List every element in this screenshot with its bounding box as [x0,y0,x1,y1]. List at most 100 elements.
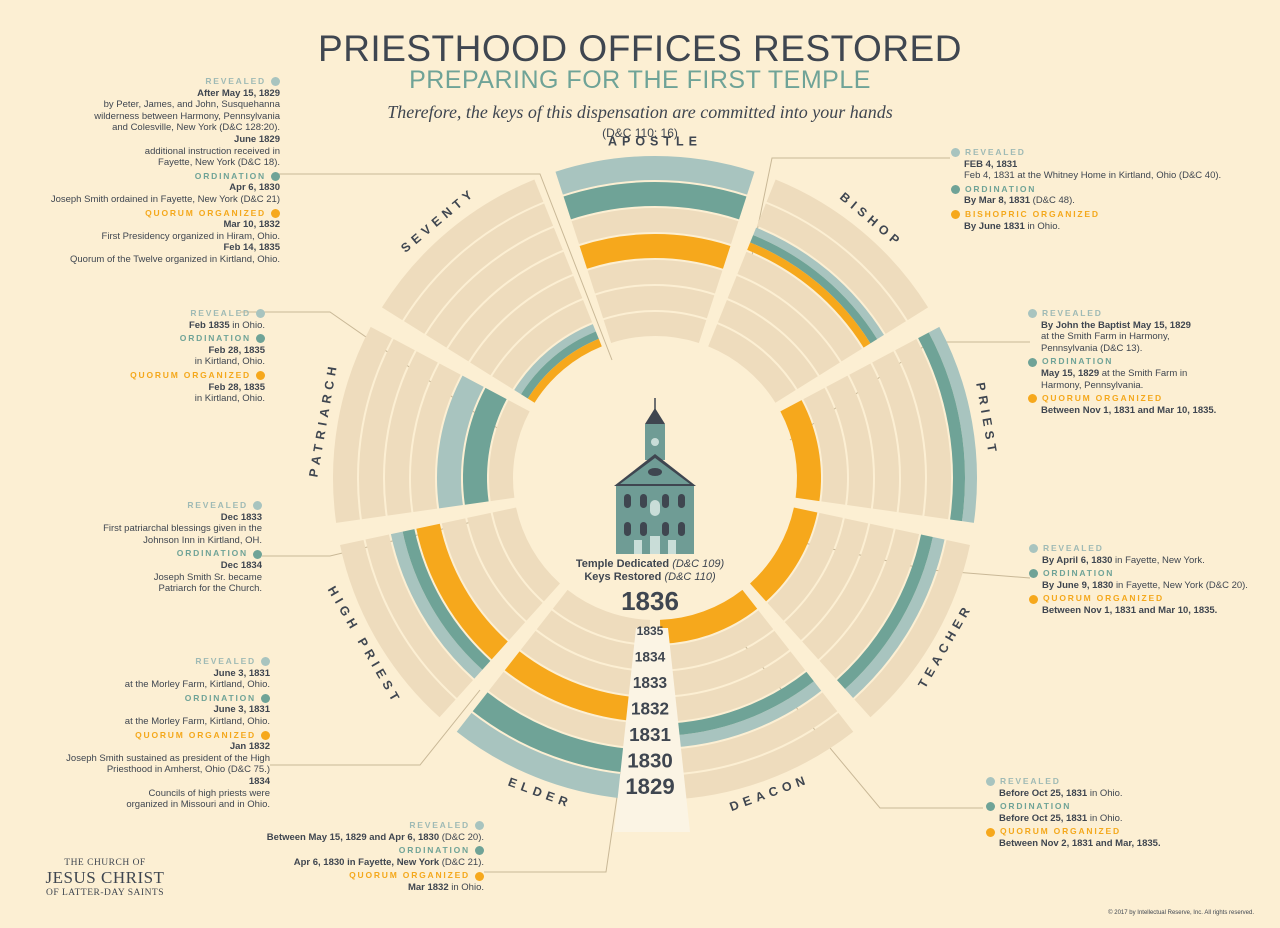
band-1829 [381,179,544,321]
revealed-heading: REVEALED [951,147,1251,159]
page-title: PRIESTHOOD OFFICES RESTORED [318,28,962,69]
seventy-ordination-text: in Kirtland, Ohio. [194,356,265,368]
apostle-revealed-text-2: additional instruction received in Fayet… [144,145,280,169]
high-priest-quorum-text-2: Councils of high priests were organized … [126,787,270,811]
quorum-dot-icon [951,210,960,220]
apostle-revealed-date-2: June 1829 [234,133,280,145]
ordination-dot-icon [986,802,995,812]
patriarch-ordination-text: Joseph Smith Sr. became Patriarch for th… [153,571,262,595]
high-priest-info-panel: REVEALED June 3, 1831 at the Morley Farm… [0,654,270,811]
band-1835 [492,507,560,602]
scripture-quote: Therefore, the keys of this dispensation… [387,102,893,122]
year-label-1832: 1832 [631,700,669,719]
band-revealed [514,324,596,395]
quorum-heading: QUORUM ORGANIZED [1028,393,1258,405]
band-1829 [456,712,645,800]
leader-line [270,689,481,766]
revealed-dot-icon [261,657,270,667]
revealed-dot-icon [271,77,280,87]
band-1832 [737,251,862,362]
center-year: 1836 [621,586,679,616]
band-1831 [426,227,563,348]
leader-line [275,173,613,361]
band-1834 [463,387,507,505]
quorum-heading: QUORUM ORGANIZED [0,370,265,382]
temple-dedicated-label: Temple Dedicated [575,558,670,570]
band-1829 [555,156,755,195]
ordination-heading: ORDINATION [0,548,262,560]
band-1832 [849,363,899,512]
band-1833 [727,275,840,376]
high-priest-quorum-date-2: 1834 [248,775,270,787]
apostle-revealed-text: by Peter, James, and John, Susquehanna w… [94,99,280,134]
wedge-deacon [659,589,854,800]
year-label-1830: 1830 [627,749,673,772]
quorum-dot-icon [475,871,484,881]
band-1832 [504,651,648,722]
apostle-quorum-date: Mar 10, 1832 [223,219,280,231]
elder-revealed-date: Between May 15, 1829 and Apr 6, 1830 [266,831,440,843]
band-1834 [717,299,818,389]
wedge-seventy [381,179,602,403]
ordination-dot-icon [271,172,280,182]
band-1832 [410,363,461,512]
teacher-revealed-text: in Fayette, New York. [1115,554,1205,566]
high-priest-ordination-text: at the Morley Farm, Kirtland, Ohio. [124,715,270,727]
year-label-1831: 1831 [629,724,671,745]
band-1830 [358,339,415,520]
revealed-heading: REVEALED [0,308,265,320]
band-1830 [895,339,951,520]
teacher-quorum-date: Between Nov 1, 1831 and Mar 10, 1835. [1042,604,1218,616]
quorum-dot-icon [271,208,280,218]
band-1831 [385,351,438,516]
temple-dedicated-ref: (D&C 109) [672,558,725,570]
revealed-heading: REVEALED [1029,543,1269,555]
band-1830 [472,692,646,774]
ordination-dot-icon [256,334,265,344]
deacon-ordination-text: in Ohio. [1089,812,1123,824]
band-1834 [492,299,593,389]
revealed-dot-icon [951,148,960,158]
year-label-1829: 1829 [625,774,674,799]
band-1833 [437,375,484,509]
logo-line-3: OF LATTER-DAY SAINTS [45,888,165,898]
quorum-dot-icon [1029,594,1038,604]
band-1835 [489,400,530,502]
deacon-info-panel: REVEALED Before Oct 25, 1831 in Ohio. OR… [986,774,1226,850]
elder-revealed-text: (D&C 20). [441,831,484,843]
revealed-heading: REVEALED [0,656,270,668]
priest-revealed-date: By John the Baptist May 15, 1829 [1041,319,1191,331]
apostle-quorum-text-2: Quorum of the Twelve organized in Kirtla… [70,253,280,265]
band-1829 [854,539,970,718]
patriarch-ordination-date: Dec 1834 [220,559,262,571]
band-ordination [663,671,814,736]
revealed-dot-icon [253,501,262,511]
band-1829 [333,326,392,523]
quorum-heading: QUORUM ORGANIZED [0,208,280,220]
bishop-ordination-text: (D&C 48). [1032,195,1075,207]
band-revealed [390,531,483,679]
band-ordination [837,534,933,690]
band-revealed [753,227,884,340]
band-1834 [660,610,774,670]
patriarch-revealed-text: First patriarchal blessings given in the… [103,523,262,546]
quorum-heading: QUORUM ORGANIZED [204,870,484,882]
band-1833 [826,375,873,509]
band-1832 [802,523,894,660]
seventy-quorum-date: Feb 28, 1835 [208,381,265,393]
deacon-revealed-text: in Ohio. [1089,787,1123,799]
ordination-heading: ORDINATION [0,171,280,183]
band-1832 [416,523,508,660]
priest-ordination-date: May 15, 1829 [1041,367,1100,379]
priest-revealed-text: at the Smith Farm in Harmony, Pennsylvan… [1041,331,1170,354]
ordination-dot-icon [951,185,960,195]
high-priest-revealed-text: at the Morley Farm, Kirtland, Ohio. [124,679,270,691]
wedge-high-priest [340,507,560,718]
band-1834 [467,512,543,621]
band-1835 [659,589,758,644]
temple-icon [614,398,696,554]
band-ordination [918,332,965,522]
revealed-heading: REVEALED [0,76,280,88]
patriarch-info-panel: REVEALED Dec 1833 First patriarchal bles… [0,498,262,595]
high-priest-revealed-date: June 3, 1831 [213,667,270,679]
